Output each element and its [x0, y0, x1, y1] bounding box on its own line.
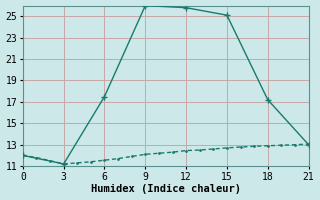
X-axis label: Humidex (Indice chaleur): Humidex (Indice chaleur) — [91, 184, 241, 194]
